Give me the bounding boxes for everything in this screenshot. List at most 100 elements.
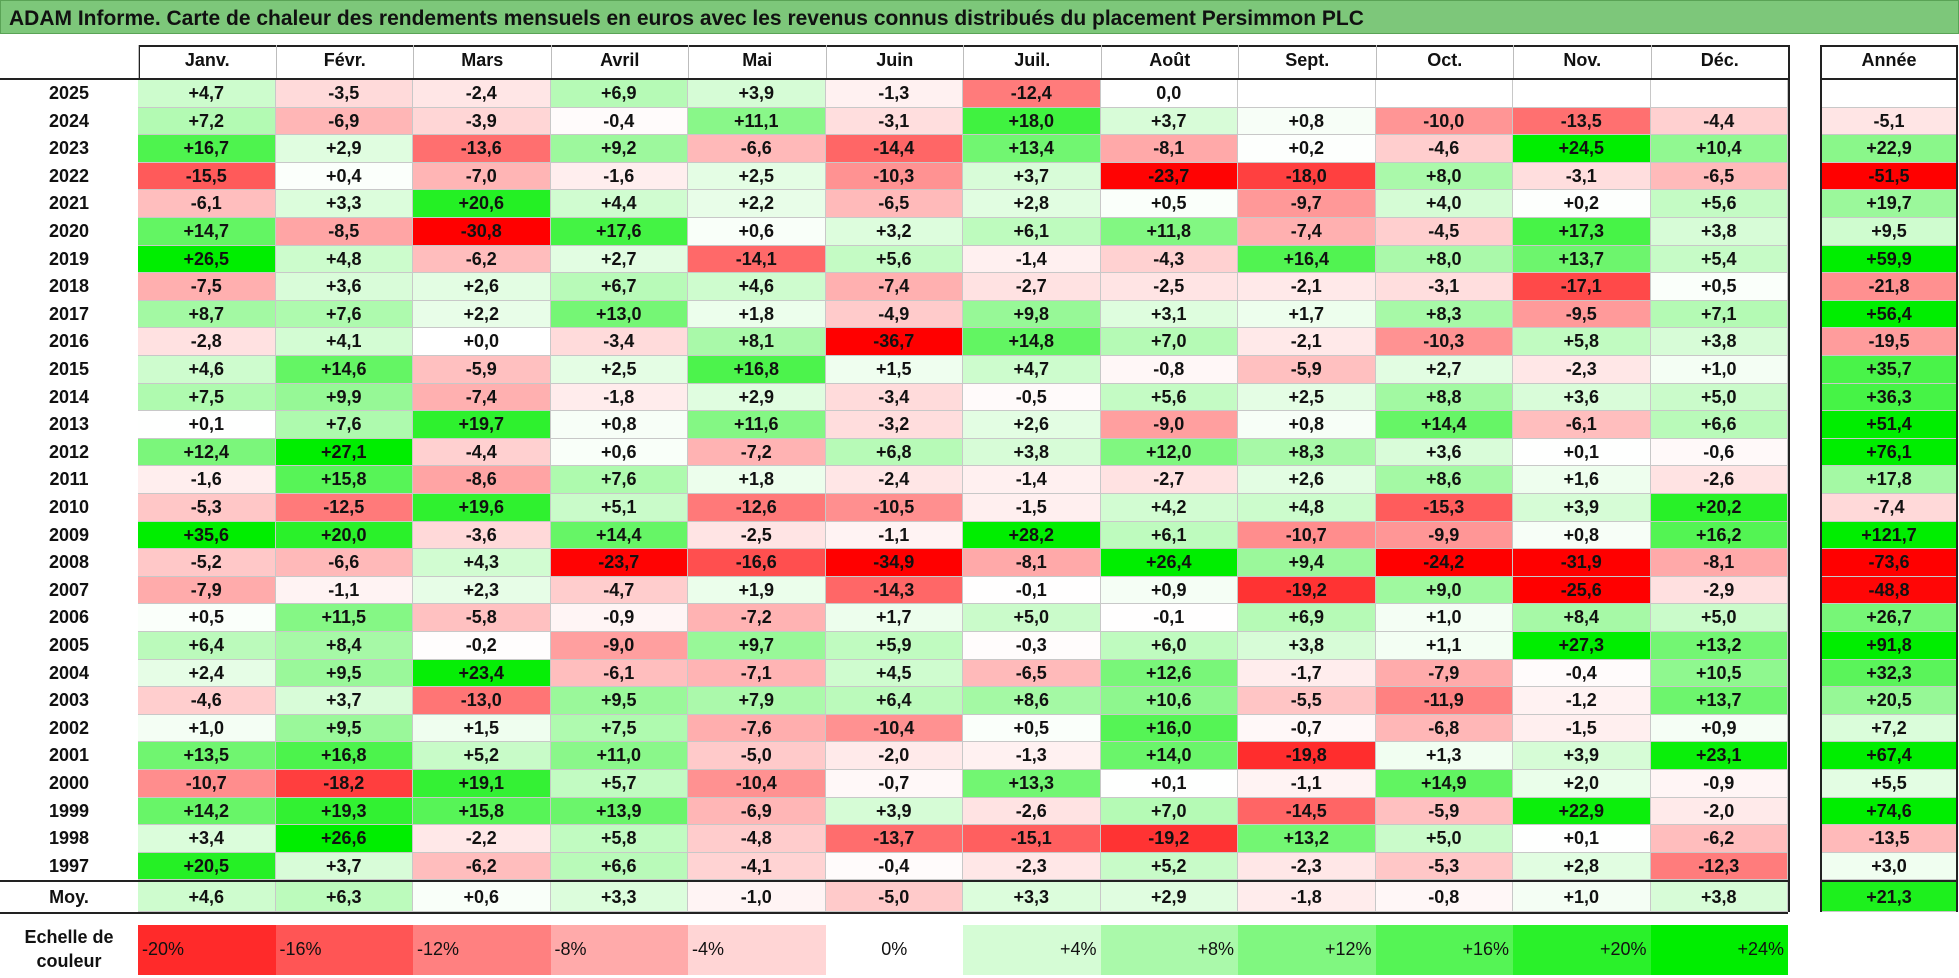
heatmap-cell: -1,5: [1513, 714, 1651, 743]
heatmap-cell: +2,4: [138, 659, 276, 688]
heatmap-cell: +4,8: [275, 245, 413, 274]
month-header: Nov.: [1513, 45, 1651, 78]
scale-step: +16%: [1375, 925, 1513, 975]
annual-cell: -21,8: [1822, 273, 1956, 301]
heatmap-cell: +0,5: [1650, 273, 1788, 301]
heatmap-cell: +3,7: [963, 162, 1101, 191]
heatmap-cell: +16,0: [1100, 714, 1238, 743]
heatmap-cell: +6,7: [550, 273, 688, 301]
heatmap-cell: -1,1: [275, 576, 413, 605]
heatmap-cell: -0,9: [550, 604, 688, 632]
scale-step: +12%: [1238, 925, 1376, 975]
average-cell: +4,6: [138, 882, 276, 912]
heatmap-cell: -10,7: [1238, 521, 1376, 550]
heatmap-cell: -0,7: [825, 770, 963, 798]
year-label: 2014: [48, 386, 90, 407]
average-cell: -5,0: [825, 882, 963, 912]
heatmap-cell: -0,4: [550, 107, 688, 136]
heatmap-cell: +0,5: [138, 604, 276, 632]
heatmap-cell: +10,4: [1650, 135, 1788, 163]
heatmap-cell: +7,1: [1650, 300, 1788, 329]
year-label: 2018: [48, 276, 90, 297]
heatmap-cell: +26,4: [1100, 549, 1238, 577]
average-cell: -0,8: [1375, 882, 1513, 912]
heatmap-cell: +24,5: [1513, 135, 1651, 163]
heatmap-cell: +5,2: [413, 742, 551, 770]
annual-cell: +59,9: [1822, 245, 1956, 274]
heatmap-cell: +0,2: [1513, 190, 1651, 218]
heatmap-cell: +3,9: [1513, 742, 1651, 770]
title-bar: ADAM Informe. Carte de chaleur des rende…: [0, 0, 1959, 34]
month-header: Juil.: [963, 45, 1101, 78]
heatmap-cell: +5,0: [963, 604, 1101, 632]
heatmap-cell: +9,4: [1238, 549, 1376, 577]
heatmap-cell: +13,2: [1650, 632, 1788, 660]
heatmap-cell: +3,9: [688, 80, 826, 108]
heatmap-cell: +0,8: [1238, 107, 1376, 136]
scale-step: -16%: [275, 925, 413, 975]
annual-cell: -51,5: [1822, 162, 1956, 191]
heatmap-cell: -0,4: [1513, 659, 1651, 688]
heatmap-cell: +8,4: [275, 632, 413, 660]
header-divider: [0, 78, 1788, 80]
heatmap-cell: -0,6: [1650, 438, 1788, 467]
month-header: Févr.: [275, 45, 414, 78]
heatmap-cell: -1,5: [963, 494, 1101, 522]
heatmap-cell: +4,6: [138, 356, 276, 384]
heatmap-cell: +4,3: [413, 549, 551, 577]
year-label: 2023: [48, 138, 90, 159]
heatmap-cell: +7,9: [688, 687, 826, 715]
heatmap-cell: +9,7: [688, 632, 826, 660]
heatmap-cell: +5,4: [1650, 245, 1788, 274]
heatmap-cell: +9,5: [275, 659, 413, 688]
heatmap-cell: +5,9: [825, 632, 963, 660]
year-label: 2004: [48, 662, 90, 683]
heatmap-cell: +5,8: [550, 825, 688, 853]
heatmap-cell: -2,8: [138, 328, 276, 356]
heatmap-cell: -7,0: [413, 162, 551, 191]
year-label: 2001: [48, 745, 90, 766]
heatmap-cell: +13,4: [963, 135, 1101, 163]
heatmap-cell: -1,7: [1238, 659, 1376, 688]
heatmap-cell: +3,2: [825, 218, 963, 246]
heatmap-cell: +1,0: [138, 714, 276, 743]
heatmap-cell: +8,0: [1375, 162, 1513, 191]
heatmap-cell: -7,6: [688, 714, 826, 743]
year-label: 2025: [48, 83, 90, 103]
heatmap-cell: +10,5: [1650, 659, 1788, 688]
heatmap-cell: +2,5: [550, 356, 688, 384]
heatmap-cell: +14,6: [275, 356, 413, 384]
heatmap-cell: +4,1: [275, 328, 413, 356]
annual-cell: +91,8: [1822, 632, 1956, 660]
heatmap-cell: +6,0: [1100, 632, 1238, 660]
heatmap-cell: [1238, 80, 1376, 108]
heatmap-cell: -19,8: [1238, 742, 1376, 770]
heatmap-cell: -14,4: [825, 135, 963, 163]
heatmap-cell: -13,6: [413, 135, 551, 163]
heatmap-cell: -2,9: [1650, 576, 1788, 605]
heatmap-cell: +11,0: [550, 742, 688, 770]
heatmap-cell: -3,1: [1513, 162, 1651, 191]
year-label: 2008: [48, 552, 90, 573]
heatmap-cell: +2,2: [688, 190, 826, 218]
average-cell: +3,3: [550, 882, 688, 912]
heatmap-cell: -17,1: [1513, 273, 1651, 301]
heatmap-cell: +19,1: [413, 770, 551, 798]
heatmap-cell: -6,8: [1375, 714, 1513, 743]
heatmap-cell: -4,5: [1375, 218, 1513, 246]
heatmap-cell: -1,4: [963, 245, 1101, 274]
heatmap-cell: -5,3: [138, 494, 276, 522]
heatmap-cell: -2,7: [1100, 466, 1238, 494]
heatmap-cell: -1,3: [963, 742, 1101, 770]
average-bottom-line: [0, 912, 1788, 914]
year-label: 2013: [48, 414, 90, 435]
average-cell: -1,8: [1238, 882, 1376, 912]
heatmap-cell: -34,9: [825, 549, 963, 577]
annual-cell: -13,5: [1822, 825, 1956, 853]
heatmap-cell: -2,1: [1238, 328, 1376, 356]
heatmap-cell: -0,2: [413, 632, 551, 660]
month-header: Mai: [688, 45, 826, 78]
heatmap-cell: -13,7: [825, 825, 963, 853]
heatmap-cell: +3,6: [1513, 383, 1651, 412]
heatmap-cell: +5,0: [1650, 604, 1788, 632]
